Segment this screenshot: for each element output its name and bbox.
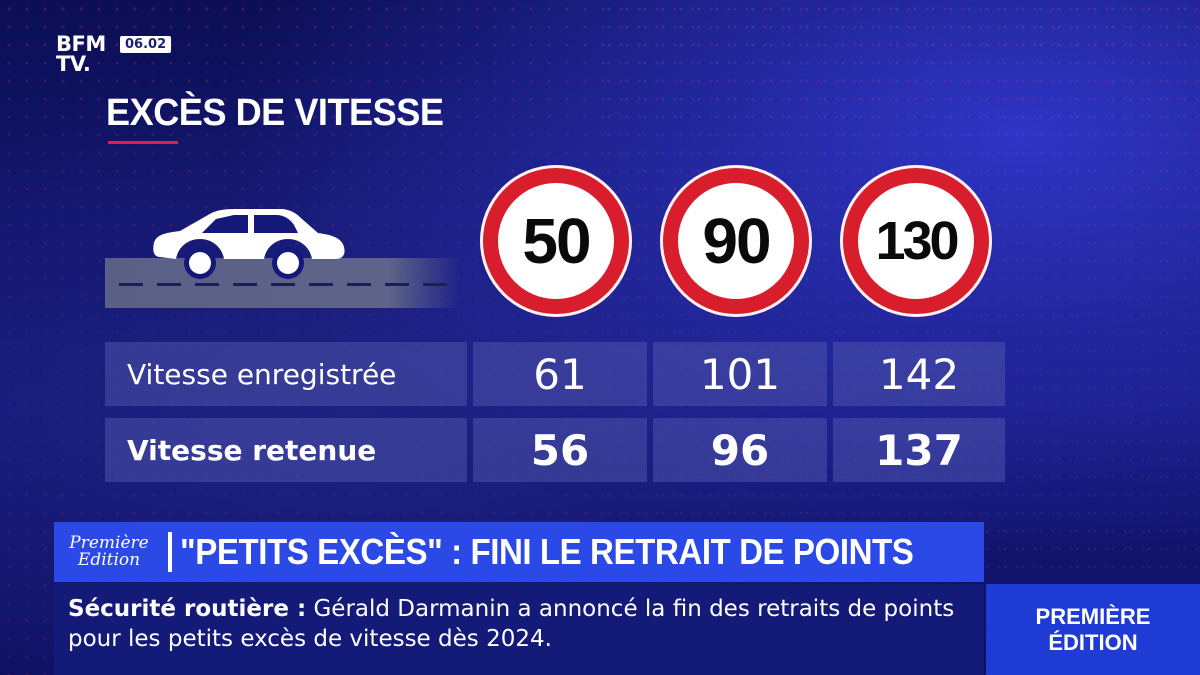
news-ticker: Sécurité routière : Gérald Darmanin a an… xyxy=(54,584,984,675)
title-underline xyxy=(108,141,178,144)
retained-speed-130: 137 xyxy=(833,418,1005,482)
ticker-text: Gérald Darmanin a annoncé la fin des ret… xyxy=(68,596,955,652)
sign-value: 90 xyxy=(678,183,794,299)
logo-line-2: TV. xyxy=(56,52,91,76)
channel-logo: BFM TV. 06.02 xyxy=(56,32,172,76)
road-illustration xyxy=(105,258,460,308)
car-icon xyxy=(153,209,345,279)
speed-limit-sign-50: 50 xyxy=(480,165,632,317)
show-logo-line-2: Edition xyxy=(77,550,141,570)
headline-text: "PETITS EXCÈS" : FINI LE RETRAIT DE POIN… xyxy=(180,531,914,572)
edition-line-2: ÉDITION xyxy=(1048,629,1138,655)
recorded-speed-50: 61 xyxy=(473,342,647,406)
ticker-content: Sécurité routière : Gérald Darmanin a an… xyxy=(68,594,968,654)
edition-badge: PREMIÈRE ÉDITION xyxy=(986,584,1200,675)
sign-value: 50 xyxy=(498,183,614,299)
clock: 06.02 xyxy=(120,36,172,53)
retained-speed-50: 56 xyxy=(473,418,647,482)
speed-limit-sign-90: 90 xyxy=(660,165,812,317)
recorded-speed-130: 142 xyxy=(833,342,1005,406)
road-dashes xyxy=(105,283,474,286)
sign-value: 130 xyxy=(858,183,974,299)
show-logo-line-1: Première xyxy=(69,533,149,553)
edition-line-1: PREMIÈRE xyxy=(1035,603,1151,629)
row-label-retained-speed: Vitesse retenue xyxy=(105,418,467,482)
recorded-speed-90: 101 xyxy=(653,342,827,406)
speed-limit-sign-130: 130 xyxy=(840,165,992,317)
graphic-title: EXCÈS DE VITESSE xyxy=(106,92,444,134)
headline-bar: Première Edition "PETITS EXCÈS" : FINI L… xyxy=(54,522,984,582)
retained-speed-90: 96 xyxy=(653,418,827,482)
ticker-label: Sécurité routière : xyxy=(68,596,307,622)
logo-line-1: BFM xyxy=(56,32,106,56)
row-label-recorded-speed: Vitesse enregistrée xyxy=(105,342,467,406)
show-logo: Première Edition xyxy=(54,522,164,582)
headline-separator xyxy=(168,532,172,572)
